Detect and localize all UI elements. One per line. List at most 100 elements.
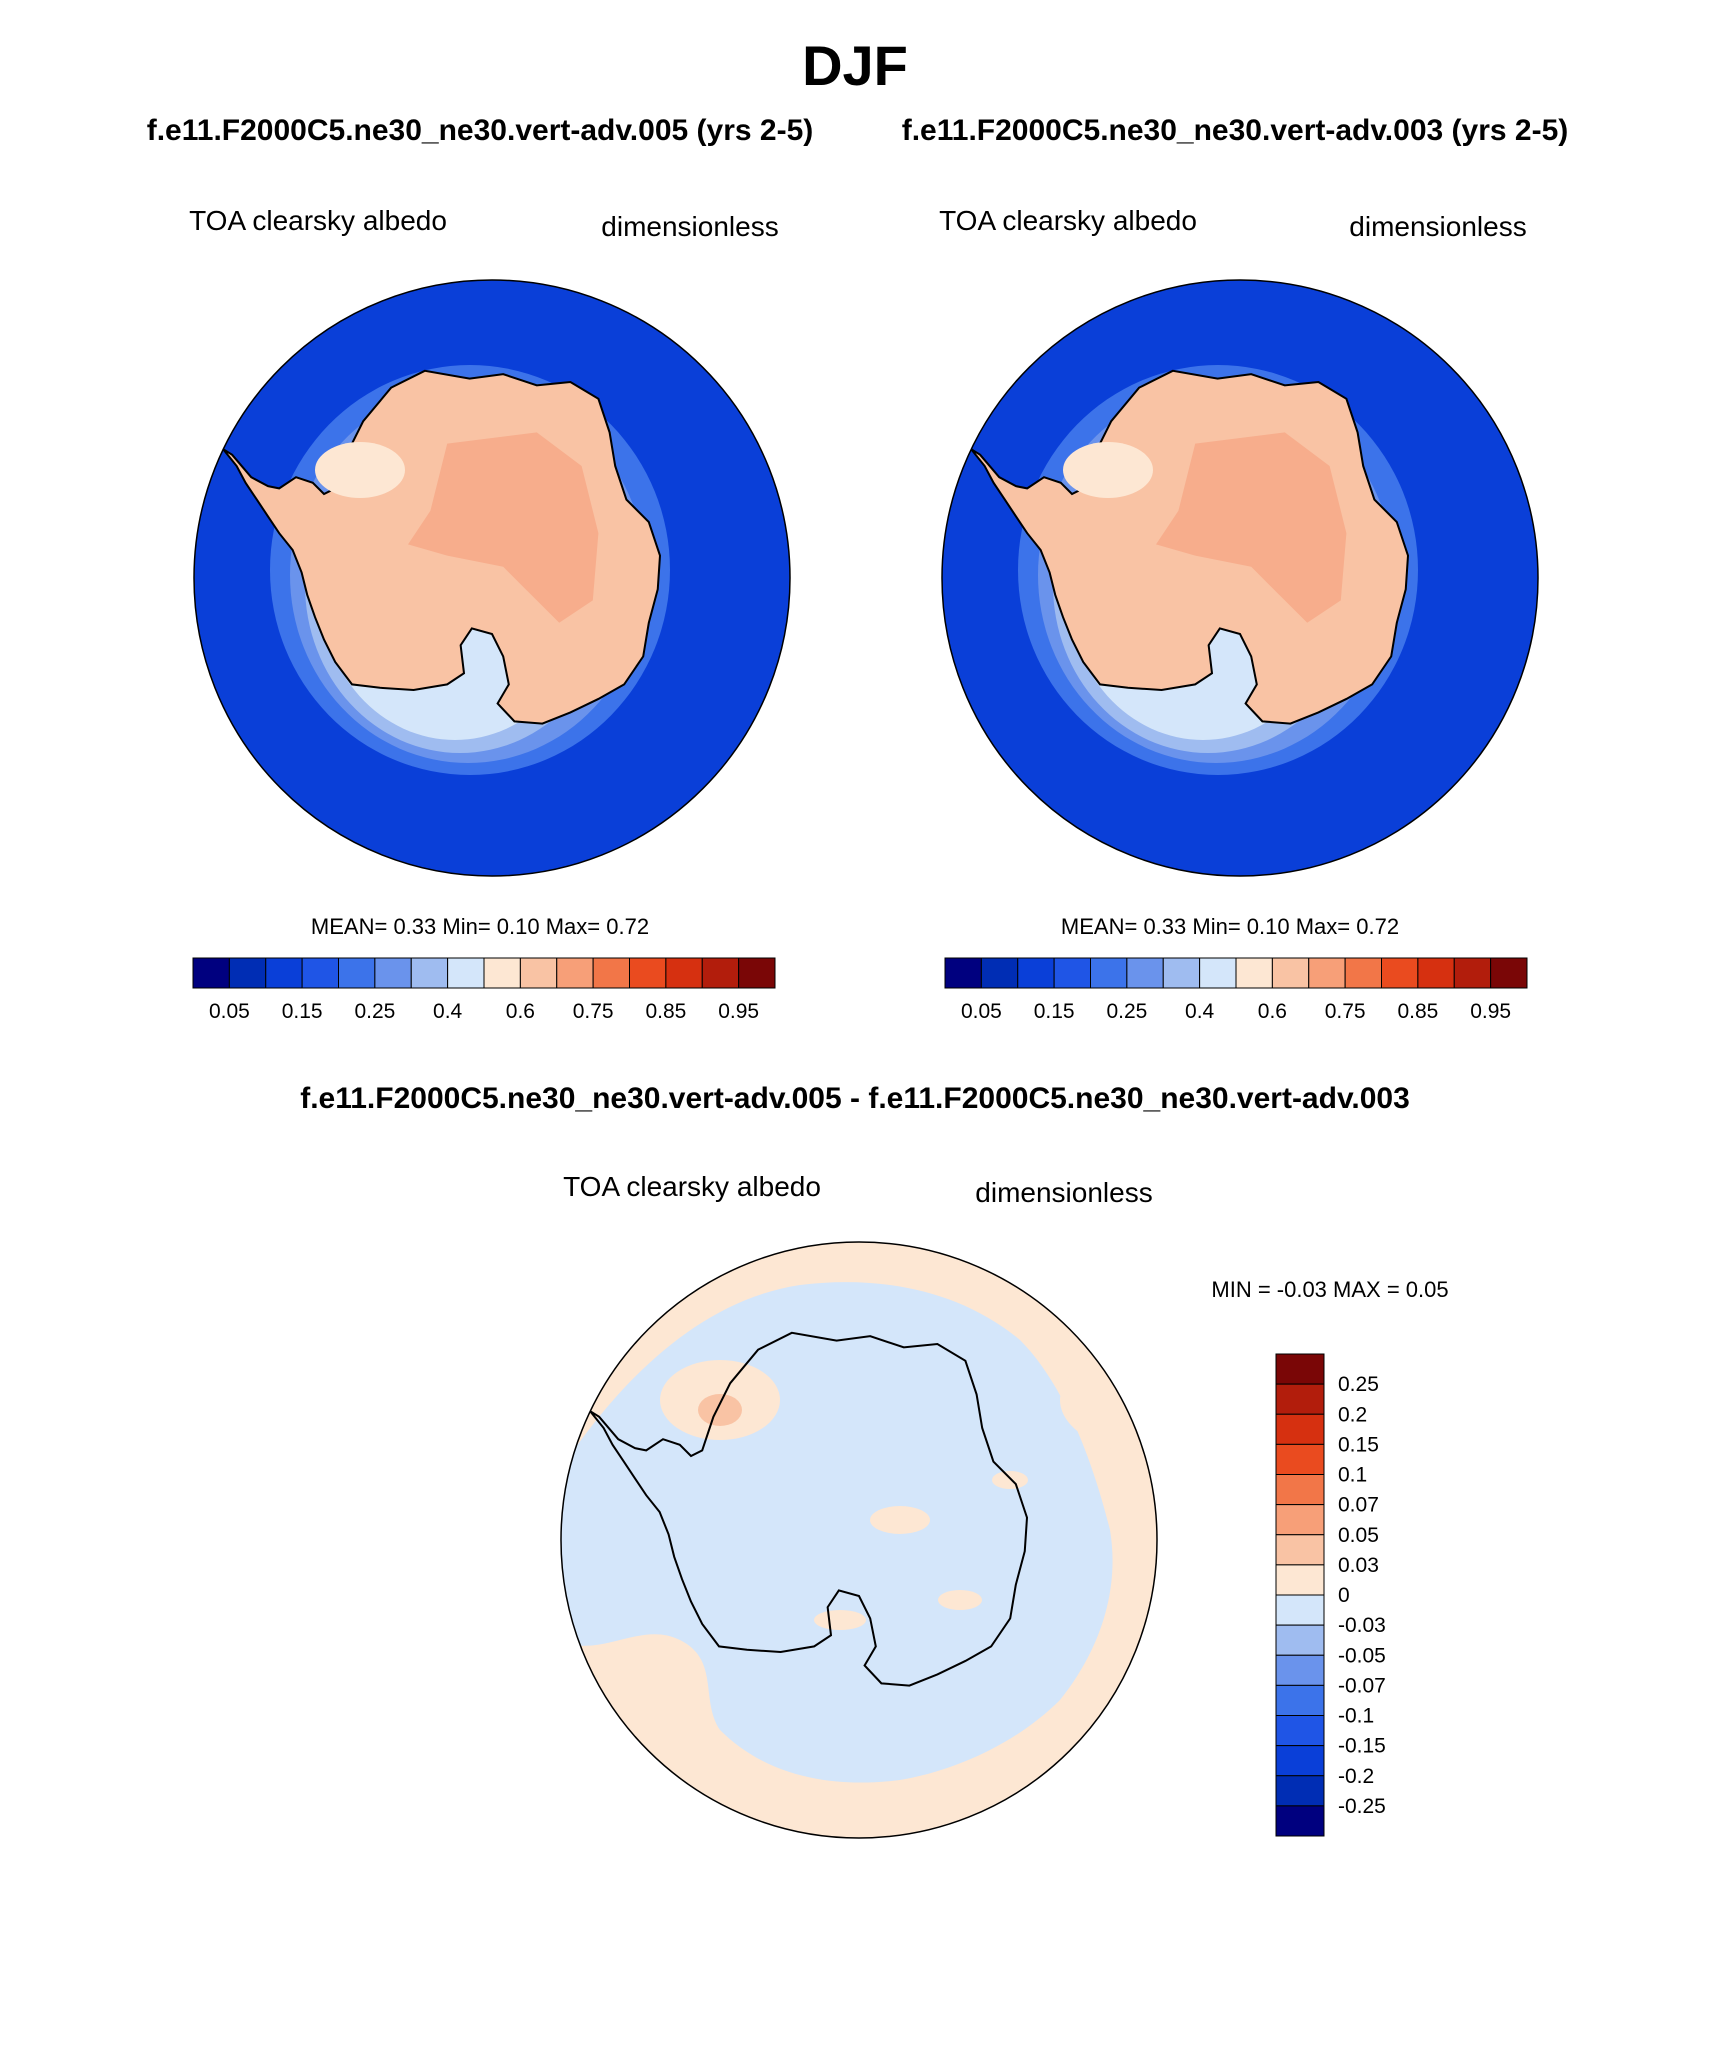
panel-b-variable: TOA clearsky albedo <box>939 205 1197 236</box>
diff-colorbar-tick-label: 0.03 <box>1338 1554 1379 1577</box>
panel-a-colorbar-swatch <box>228 957 267 989</box>
case-b-header: f.e11.F2000C5.ne30_ne30.vert-adv.003 (yr… <box>902 114 1569 147</box>
panel-a-colorbar-swatch <box>338 957 376 989</box>
diff-colorbar-tick-label: -0.2 <box>1338 1765 1374 1788</box>
panel-a-colorbar-swatch <box>738 957 776 989</box>
panel-a-colorbar-tick-label: 0.05 <box>209 1000 250 1023</box>
panel-a-variable: TOA clearsky albedo <box>189 205 447 236</box>
panel-b-stats: MEAN= 0.33 Min= 0.10 Max= 0.72 <box>1061 914 1399 939</box>
panel-b-colorbar-swatch <box>1017 957 1055 989</box>
diff-colorbar-swatch <box>1275 1504 1325 1536</box>
diff-colorbar-swatch <box>1275 1715 1325 1747</box>
diff-colorbar-swatch <box>1275 1745 1325 1777</box>
diff-colorbar-tick-label: -0.05 <box>1338 1644 1386 1667</box>
panel-a-colorbar-tick-label: 0.6 <box>506 1000 535 1023</box>
panel-b-map-border <box>941 279 1539 877</box>
diff-colorbar-tick-label: 0 <box>1338 1584 1350 1607</box>
panel-b-colorbar-swatch <box>1271 957 1310 989</box>
panel-b-map <box>942 280 1538 876</box>
panel-a-colorbar-swatch <box>301 957 339 989</box>
panel-a-colorbar-tick-label: 0.4 <box>433 1000 463 1023</box>
panel-a-colorbar-swatch <box>410 957 449 989</box>
diff-colorbar-tick-label: 0.25 <box>1338 1373 1379 1396</box>
panel-b-colorbar-swatch <box>1381 957 1419 989</box>
panel-c-variable: TOA clearsky albedo <box>563 1171 821 1202</box>
panel-b-units: dimensionless <box>1349 211 1526 242</box>
panel-difference: TOA clearsky albedo dimensionless MIN = … <box>560 1171 1449 1839</box>
panel-c-stats: MIN = -0.03 MAX = 0.05 <box>1211 1277 1448 1302</box>
panel-a-colorbar-tick-label: 0.95 <box>718 1000 759 1023</box>
diff-colorbar-swatch <box>1275 1413 1325 1445</box>
panel-a-colorbar-swatch <box>665 957 703 989</box>
panel-b-colorbar-tick-label: 0.4 <box>1185 1000 1215 1023</box>
panel-a-colorbar-swatch <box>519 957 558 989</box>
panel-b-colorbar-swatch <box>1126 957 1164 989</box>
diff-colorbar-tick-label: -0.07 <box>1338 1674 1386 1697</box>
panel-b-colorbar-swatch <box>1344 957 1382 989</box>
panel-c-map-border <box>560 1241 1158 1839</box>
panel-b-colorbar-tick-label: 0.15 <box>1034 1000 1075 1023</box>
panel-b-colorbar: 0.05 0.15 0.25 0.4 0.6 0.75 0.85 0.95 <box>944 957 1528 1023</box>
panel-case-a: TOA clearsky albedo dimensionless MEAN= … <box>189 205 791 1023</box>
diff-colorbar-tick-label: -0.25 <box>1338 1795 1386 1818</box>
panel-b-colorbar-swatch <box>1162 957 1201 989</box>
panel-a-colorbar-swatch <box>592 957 630 989</box>
panel-case-b: TOA clearsky albedo dimensionless MEAN= … <box>939 205 1539 1023</box>
panel-a-stats: MEAN= 0.33 Min= 0.10 Max= 0.72 <box>311 914 649 939</box>
case-a-header: f.e11.F2000C5.ne30_ne30.vert-adv.005 (yr… <box>147 114 814 147</box>
diff-colorbar-swatch <box>1275 1443 1325 1475</box>
season-title: DJF <box>802 34 908 97</box>
panel-a-map-border <box>193 279 791 877</box>
panel-b-colorbar-swatch <box>1308 957 1346 989</box>
diff-colorbar-swatch <box>1275 1353 1325 1385</box>
panel-b-colorbar-swatch <box>1053 957 1091 989</box>
panel-a-colorbar-tick-label: 0.25 <box>354 1000 395 1023</box>
panel-a-colorbar-swatch <box>265 957 303 989</box>
diff-colorbar-tick-label: 0.07 <box>1338 1494 1379 1517</box>
diff-colorbar-tick-label: 0.15 <box>1338 1433 1379 1456</box>
panel-b-colorbar-swatch <box>980 957 1019 989</box>
diff-colorbar-swatch <box>1275 1474 1325 1506</box>
panel-a-colorbar-tick-label: 0.85 <box>645 1000 686 1023</box>
panel-a-colorbar-tick-label: 0.15 <box>282 1000 323 1023</box>
panel-c-map <box>561 1242 1157 1838</box>
diff-colorbar-tick-label: -0.03 <box>1338 1614 1386 1637</box>
diff-colorbar-swatch <box>1275 1534 1325 1566</box>
panel-c-units: dimensionless <box>975 1177 1152 1208</box>
panel-b-colorbar-tick-label: 0.95 <box>1470 1000 1511 1023</box>
diff-colorbar-tick-label: 0.2 <box>1338 1403 1367 1426</box>
diff-colorbar-tick-label: -0.1 <box>1338 1705 1374 1728</box>
panel-b-colorbar-swatch <box>1090 957 1128 989</box>
panel-b-colorbar-swatch <box>1417 957 1455 989</box>
diff-header: f.e11.F2000C5.ne30_ne30.vert-adv.005 - f… <box>300 1082 1410 1115</box>
panel-b-colorbar-swatch <box>1453 957 1492 989</box>
panel-a-colorbar: 0.05 0.15 0.25 0.4 0.6 0.75 0.85 0.95 <box>192 957 776 1023</box>
diff-colorbar-swatch <box>1275 1594 1325 1626</box>
panel-b-colorbar-swatch <box>944 957 982 989</box>
panel-b-colorbar-tick-label: 0.05 <box>961 1000 1002 1023</box>
diff-colorbar-swatch <box>1275 1805 1325 1837</box>
diff-colorbar-tick-label: 0.05 <box>1338 1524 1379 1547</box>
diff-colorbar-swatch <box>1275 1383 1325 1415</box>
panel-b-colorbar-swatch <box>1235 957 1273 989</box>
panel-b-colorbar-swatch <box>1490 957 1528 989</box>
panel-a-colorbar-swatch <box>483 957 521 989</box>
diff-colorbar-swatch <box>1275 1684 1325 1716</box>
panel-a-colorbar-swatch <box>447 957 485 989</box>
panel-b-colorbar-tick-label: 0.75 <box>1325 1000 1366 1023</box>
panel-a-units: dimensionless <box>601 211 778 242</box>
diff-colorbar-swatch <box>1275 1654 1325 1686</box>
diff-colorbar-swatch <box>1275 1564 1325 1596</box>
diff-colorbar-swatch <box>1275 1775 1325 1807</box>
panel-b-colorbar-tick-label: 0.85 <box>1397 1000 1438 1023</box>
panel-a-colorbar-swatch <box>701 957 740 989</box>
panel-b-colorbar-swatch <box>1199 957 1237 989</box>
diff-colorbar-swatch <box>1275 1624 1325 1656</box>
diff-colorbar-tick-label: -0.15 <box>1338 1735 1386 1758</box>
panel-b-colorbar-tick-label: 0.25 <box>1106 1000 1147 1023</box>
panel-a-colorbar-swatch <box>629 957 667 989</box>
panel-b-colorbar-tick-label: 0.6 <box>1258 1000 1287 1023</box>
panel-a-colorbar-swatch <box>192 957 230 989</box>
panel-a-map <box>194 280 790 876</box>
